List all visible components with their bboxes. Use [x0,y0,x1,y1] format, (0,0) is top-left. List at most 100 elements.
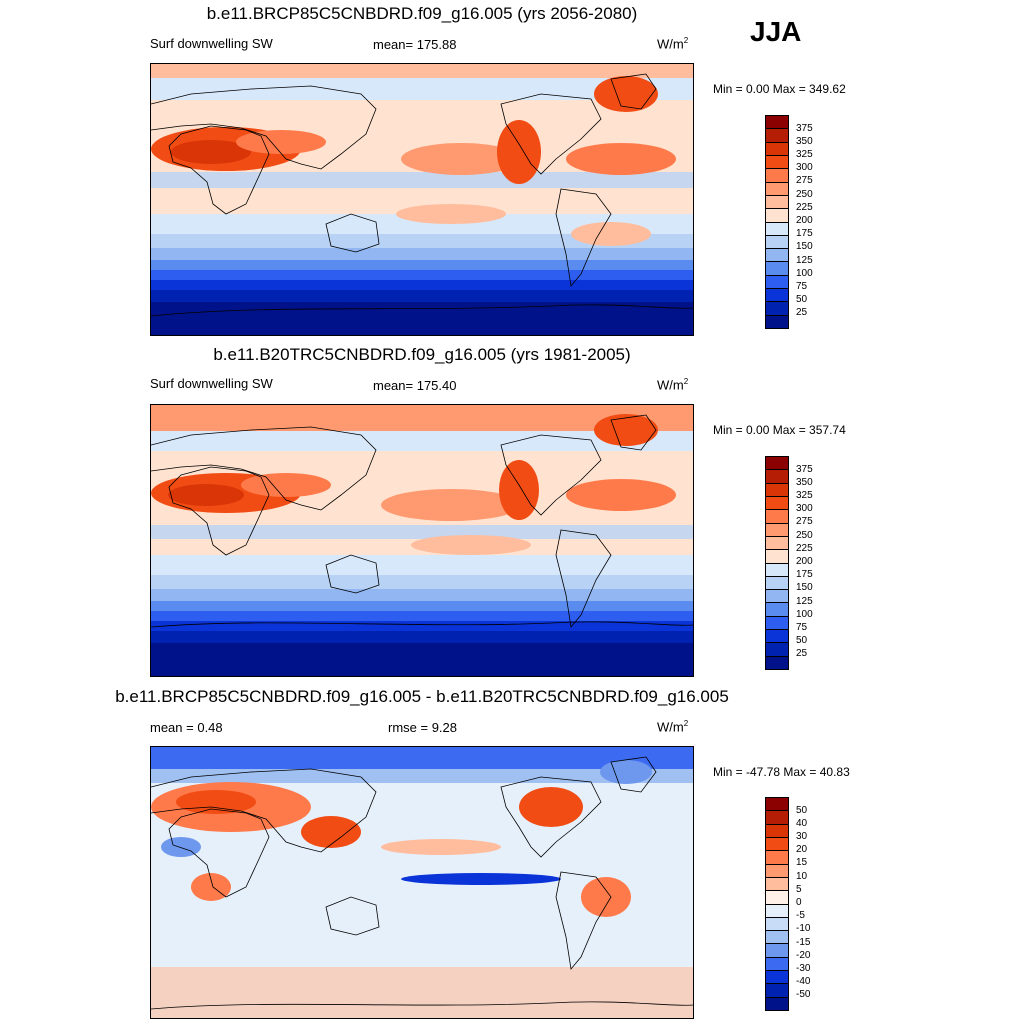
colorbar-swatch [766,957,788,972]
colorbar-label: 15 [796,857,808,868]
greenland-high [594,414,658,446]
south-atlantic [571,222,651,246]
eurasia-outline [151,426,377,511]
colorbar-label: 150 [796,241,813,252]
pacific-itcz-decrease [401,873,561,885]
colorbar-label: -40 [796,976,811,987]
colorbar-swatch [766,182,788,196]
colorbar-swatch [766,470,788,484]
colorbar-label: 300 [796,162,813,173]
eurasia-outline [151,85,377,170]
south-pacific [411,535,531,555]
antarctica-outline [151,621,693,628]
north-pacific-high [381,489,521,521]
colorbar-label: 50 [796,805,808,816]
colorbar-label: 150 [796,582,813,593]
colorbar-swatch [766,603,788,617]
colorbar-label: 30 [796,831,808,842]
colorbar-label: 100 [796,268,813,279]
colorbar-swatch [766,262,788,276]
colorbar-label: 200 [796,215,813,226]
sahara-core [168,484,244,506]
colorbar-swatch [766,209,788,223]
sahara-core [171,140,251,164]
colorbar-swatch [766,235,788,250]
north-america-outline [500,434,602,516]
colorbar-label: 225 [796,543,813,554]
colorbar-swatch [766,811,788,825]
panel-2-variable-label: Surf downwelling SW [150,376,273,391]
colorbar-swatch [766,536,788,551]
colorbar-swatch [766,971,788,985]
colorbar-swatch [766,496,788,511]
band-s3 [151,589,693,601]
colorbar-swatch [766,457,788,471]
coastlines [151,756,693,1010]
colorbar-swatch [766,864,788,878]
colorbar-label: 225 [796,202,813,213]
colorbar-swatch [766,523,788,537]
high-lat-band [151,431,693,451]
colorbar-swatch [766,643,788,657]
colorbar-label: -50 [796,989,811,1000]
itcz-band [151,525,693,539]
panel-2-units: W/m2 [657,377,689,393]
australia-outline [325,213,380,253]
colorbar-label: 50 [796,635,808,646]
colorbar-label: 20 [796,844,808,855]
colorbar-box [765,456,789,670]
greenland-high [594,76,658,112]
itcz-band [151,172,693,188]
western-us-high [499,460,539,520]
south-america-outline [555,871,612,970]
panel-3-rmse-label: rmse = 9.28 [388,720,458,735]
colorbar-swatch [766,315,788,328]
eurasia-outline [151,768,377,853]
colorbar-swatch [766,616,788,631]
greenland-outline [610,73,657,110]
panel-3-colorbar: 50 40 30 20 15 10 5 0 -5 -10 -15 -20 -30… [765,797,825,1011]
panel-3-map-svg [151,747,693,1018]
band-s3 [151,248,693,260]
arctic-band [151,64,693,78]
south-america-outline [555,188,612,287]
colorbar-label: 325 [796,490,813,501]
band-s4 [151,601,693,611]
colorbar-swatch [766,917,788,932]
colorbar-box [765,797,789,1011]
colorbar-swatch [766,169,788,183]
central-asia-high [236,130,326,154]
panel-1-title: b.e11.BRCP85C5CNBDRD.f09_g16.005 (yrs 20… [206,4,638,23]
colorbar-label: -20 [796,950,811,961]
panel-3-title: b.e11.BRCP85C5CNBDRD.f09_g16.005 - b.e11… [115,687,729,706]
panel-1-variable-label: Surf downwelling SW [150,36,273,51]
colorbar-swatch [766,851,788,865]
europe-core [176,790,256,814]
panel-2-map [150,404,694,677]
colorbar-label: 175 [796,228,813,239]
band-s8 [151,643,693,676]
colorbar-label: 175 [796,569,813,580]
north-america-outline [500,93,602,175]
panel-2-map-svg [151,405,693,676]
panel-2-mean-label: mean= 175.40 [373,378,457,393]
colorbar-label: 250 [796,189,813,200]
band-s2 [151,234,693,248]
colorbar-swatch [766,891,788,905]
colorbar-swatch [766,944,788,958]
colorbar-label: 0 [796,897,802,908]
season-label: JJA [750,16,802,47]
central-asia-high [241,473,331,497]
colorbar-swatch [766,142,788,156]
colorbar-swatch [766,195,788,210]
southern-africa-increase [191,873,231,901]
colorbar-swatch [766,563,788,577]
colorbar-swatch [766,590,788,604]
australia-outline [325,554,380,594]
high-lat-band [151,78,693,100]
colorbar-label: 200 [796,556,813,567]
colorbar-box [765,115,789,329]
colorbar-label: 350 [796,477,813,488]
north-pacific-high [401,143,521,175]
south-america-outline [555,529,612,628]
